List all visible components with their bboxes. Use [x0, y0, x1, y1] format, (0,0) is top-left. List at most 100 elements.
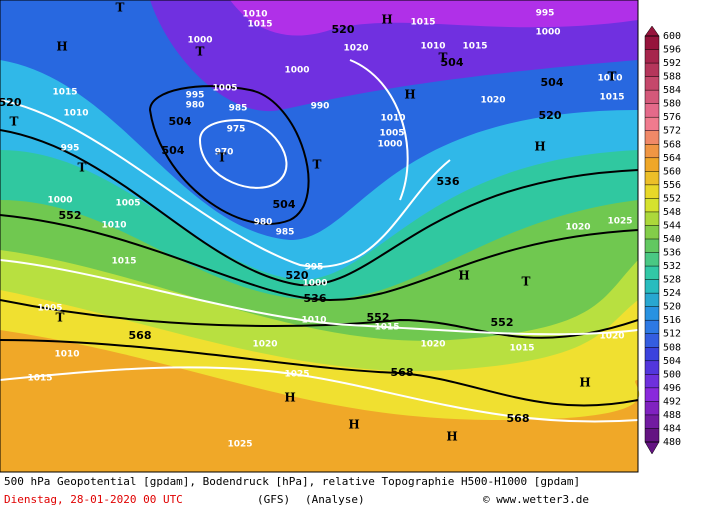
colorbar-tick-label: 588: [663, 72, 681, 83]
contour-label: 985: [276, 228, 295, 238]
colorbar-tick-label: 484: [663, 423, 681, 434]
contour-label: 980: [186, 101, 205, 111]
contour-label: H: [348, 418, 359, 432]
colorbar-band: [645, 414, 659, 429]
contour-label: 504: [541, 76, 564, 89]
colorbar-band: [645, 252, 659, 267]
colorbar-band: [645, 347, 659, 362]
colorbar-tick-label: 508: [663, 342, 681, 353]
colorbar-tick-label: 524: [663, 288, 681, 299]
contour-label: 990: [311, 102, 330, 112]
contour-label: 1005: [37, 304, 62, 314]
contour-label: 536: [304, 292, 327, 305]
contour-label: 568: [507, 412, 530, 425]
colorbar-tick-label: 568: [663, 139, 681, 150]
colorbar-tick-label: 532: [663, 261, 681, 272]
colorbar-tick-label: 584: [663, 85, 681, 96]
colorbar-band: [645, 374, 659, 389]
colorbar-tick-label: 600: [663, 31, 681, 42]
contour-label: 995: [61, 144, 80, 154]
colorbar-top-arrow: [644, 25, 660, 37]
contour-label: 1025: [284, 370, 309, 380]
colorbar-band: [645, 171, 659, 186]
contour-label: T: [439, 51, 448, 65]
colorbar-tick-label: 480: [663, 437, 681, 448]
colorbar-tick-label: 500: [663, 369, 681, 380]
contour-label: 1015: [410, 18, 435, 28]
colorbar-tick-label: 552: [663, 193, 681, 204]
contour-label: T: [116, 1, 125, 15]
colorbar-tick-label: 548: [663, 207, 681, 218]
contour-label: H: [534, 140, 545, 154]
contour-label: 1025: [607, 217, 632, 227]
contour-label: 1015: [462, 42, 487, 52]
contour-label: T: [522, 275, 531, 289]
colorbar-tick-label: 504: [663, 356, 681, 367]
contour-label: H: [458, 269, 469, 283]
contour-label: 985: [229, 104, 248, 114]
footer-description: 500 hPa Geopotential [gpdam], Bodendruck…: [4, 475, 580, 488]
contour-label: 995: [536, 9, 555, 19]
colorbar-band: [645, 130, 659, 145]
colorbar-band: [645, 198, 659, 213]
contour-label: H: [381, 13, 392, 27]
contour-label: 568: [129, 329, 152, 342]
contour-label: 552: [59, 209, 82, 222]
contour-label: 1010: [301, 316, 326, 326]
contour-label: 1020: [420, 340, 445, 350]
colorbar-tick-label: 540: [663, 234, 681, 245]
colorbar-tick-label: 488: [663, 410, 681, 421]
colorbar-band: [645, 76, 659, 91]
footer-date: Dienstag, 28-01-2020 00 UTC: [4, 493, 183, 506]
colorbar-band: [645, 320, 659, 335]
colorbar-tick-label: 576: [663, 112, 681, 123]
contour-label: 520: [286, 269, 309, 282]
colorbar-band: [645, 49, 659, 64]
colorbar-band: [645, 90, 659, 105]
contour-label: 1010: [420, 42, 445, 52]
colorbar-band: [645, 387, 659, 402]
contour-label: 504: [162, 144, 185, 157]
colorbar-tick-label: 528: [663, 275, 681, 286]
colorbar-band: [645, 360, 659, 375]
map-frame: [0, 0, 639, 473]
colorbar-band: [645, 333, 659, 348]
contour-labels: 520 504 504 520 504 504 536 552 504 520 536 552 552 5…: [0, 1, 633, 450]
colorbar-band: [645, 306, 659, 321]
colorbar-tick-label: 492: [663, 396, 681, 407]
colorbar-band: [645, 225, 659, 240]
contour-label: 1000: [377, 140, 402, 150]
colorbar-band: [645, 279, 659, 294]
contour-label: H: [404, 88, 415, 102]
colorbar-band: [645, 63, 659, 78]
colorbar-band: [645, 239, 659, 254]
map-background: [0, 0, 640, 472]
contour-label: T: [608, 70, 617, 84]
contour-label: 970: [215, 148, 234, 158]
colorbar-tick-label: 544: [663, 220, 681, 231]
contour-label: 1020: [565, 223, 590, 233]
contour-label: 536: [437, 175, 460, 188]
contour-label: H: [579, 376, 590, 390]
colorbar-tick-label: 496: [663, 383, 681, 394]
contour-label: 1000: [535, 28, 560, 38]
contour-label: 520: [0, 96, 22, 109]
contour-label: 1005: [212, 84, 237, 94]
contour-label: T: [313, 158, 322, 172]
colorbar-band: [645, 184, 659, 199]
contour-label: T: [56, 311, 65, 325]
colorbar-tick-label: 560: [663, 166, 681, 177]
colorbar-band: [645, 266, 659, 281]
contour-label: 1010: [63, 109, 88, 119]
colorbar-band: [645, 103, 659, 118]
contour-label: 1015: [509, 344, 534, 354]
colorbar-tick-label: 564: [663, 153, 681, 164]
footer-credit: © www.wetter3.de: [483, 493, 589, 506]
colorbar-tick-label: 596: [663, 45, 681, 56]
contour-label: 1020: [252, 340, 277, 350]
colorbar-band: [645, 211, 659, 226]
colorbar-tick-label: 592: [663, 58, 681, 69]
contour-label: 520: [332, 23, 355, 36]
footer-run: (Analyse): [305, 493, 365, 506]
colorbar-band: [645, 401, 659, 416]
